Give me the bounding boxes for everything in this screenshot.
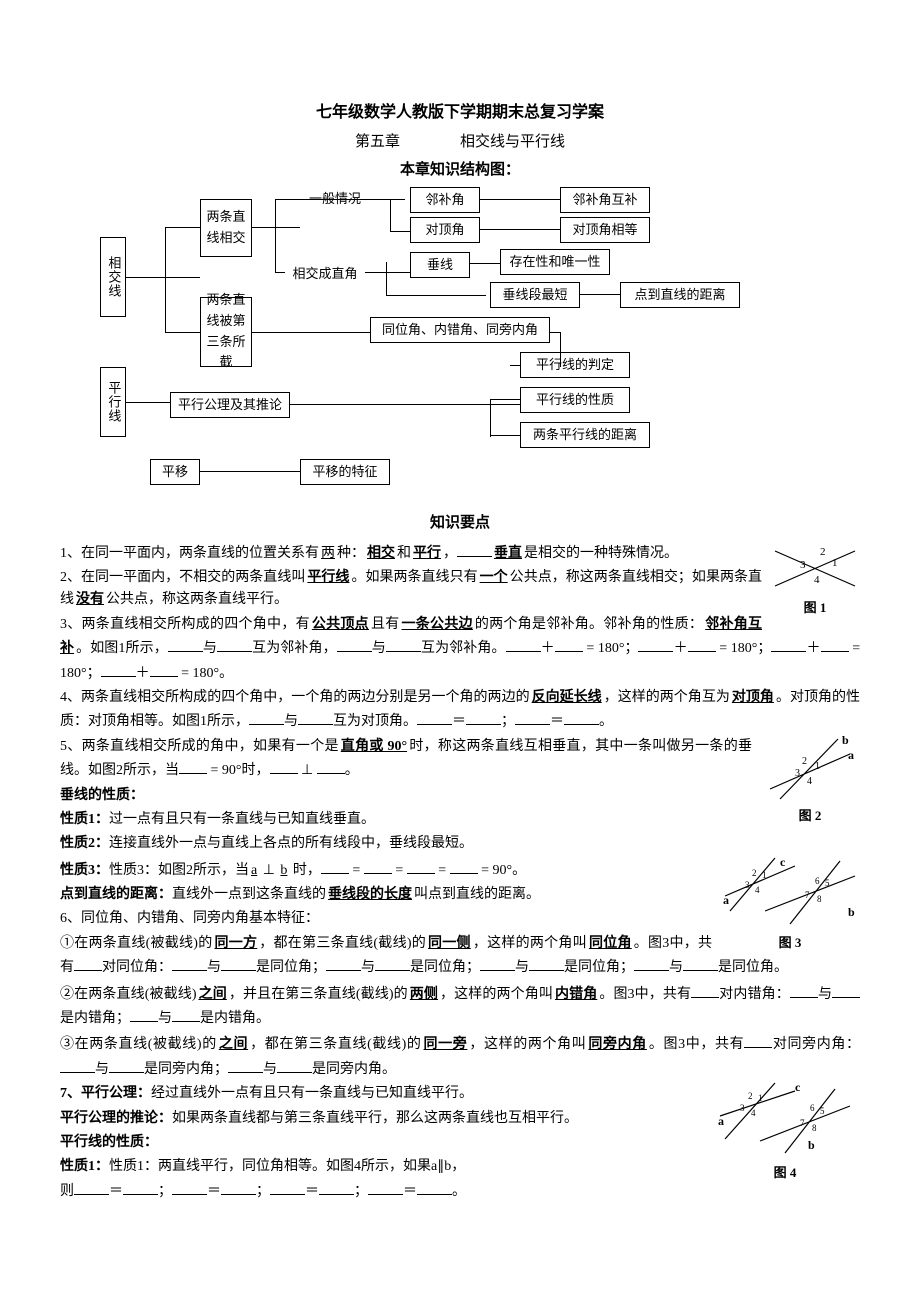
svg-text:4: 4 [751,1108,756,1118]
svg-text:1: 1 [832,557,838,569]
point-3: 3、两条直线相交所构成的四个角中，有公共顶点且有一条公共边的两个角是邻补角。邻补… [60,614,860,685]
svg-text:2: 2 [752,868,757,878]
svg-text:4: 4 [814,574,820,586]
node-corresponding: 同位角、内错角、同旁内角 [370,317,550,344]
fig3-label: 图 3 [720,933,860,954]
node-two-intersect: 两条直线相交 [200,199,252,257]
fig1-label: 图 1 [770,598,860,619]
fig2-label: 图 2 [760,806,860,827]
knowledge-header: 知识要点 [60,511,860,535]
svg-text:3: 3 [740,1103,745,1113]
node-two-cut: 两条直线被第三条所截 [200,297,252,367]
svg-text:8: 8 [817,894,822,904]
svg-text:6: 6 [815,876,820,886]
node-adjacent: 邻补角 [410,187,480,214]
node-vertical-angle: 对顶角 [410,217,480,244]
node-judgement: 平行线的判定 [520,352,630,379]
figure-3: c a b 21 34 65 78 图 3 [720,856,860,954]
node-parallel-axiom: 平行公理及其推论 [170,392,290,419]
point-1: 1、在同一平面内，两条直线的位置关系有两种：相交和平行，垂直是相交的一种特殊情况… [60,541,860,565]
perp-title: 垂线的性质： [60,785,860,807]
node-adjacent-sup: 邻补角互补 [560,187,650,214]
node-right-angle: 相交成直角 [285,262,365,287]
svg-text:6: 6 [810,1103,815,1113]
figure-1: 2 1 3 4 图 1 [770,541,860,619]
fig4-label: 图 4 [710,1163,860,1184]
content-body: 2 1 3 4 图 1 1、在同一平面内，两条直线的位置关系有两种：相交和平行，… [60,541,860,1204]
svg-text:2: 2 [802,756,807,767]
structure-diagram: 相交线 平行线 平移 两条直线相交 两条直线被第三条所截 平行公理及其推论 一般… [70,187,870,507]
svg-text:b: b [842,734,849,747]
svg-text:4: 4 [755,885,760,895]
node-perpendicular: 垂线 [410,252,470,279]
svg-text:3: 3 [800,559,806,571]
point-4: 4、两条直线相交所构成的四个角中，一个角的两边分别是另一个角的两边的反向延长线，… [60,687,860,734]
svg-text:7: 7 [800,1118,805,1128]
svg-text:1: 1 [762,870,767,880]
point-2: 2、在同一平面内，不相交的两条直线叫平行线。如果两条直线只有一个公共点，称这两条… [60,567,860,612]
figure-4: c a b 21 34 65 78 图 4 [710,1081,860,1184]
node-shortest: 垂线段最短 [490,282,580,309]
node-parallel: 平行线 [100,367,126,437]
svg-text:1: 1 [758,1093,763,1103]
svg-text:5: 5 [820,1106,825,1116]
node-exist-unique: 存在性和唯一性 [500,249,610,276]
svg-text:3: 3 [745,880,750,890]
perp-2: 性质2：连接直线外一点与直线上各点的所有线段中，垂线段最短。 [60,833,860,855]
svg-text:5: 5 [825,878,830,888]
point-5: 5、两条直线相交所成的角中，如果有一个是直角或 90°时，称这两条直线互相垂直，… [60,736,860,783]
svg-text:a: a [723,893,729,907]
perp-1: 性质1：性质1：过一点有且只有一条直线与已知直线垂直。过一点有且只有一条直线与已… [60,809,860,831]
point-6-2: ②在两条直线(被截线)之间，并且在第三条直线(截线)的两侧，这样的两个角叫内错角… [60,982,860,1031]
svg-text:4: 4 [807,776,812,787]
svg-text:8: 8 [812,1123,817,1133]
svg-text:3: 3 [795,768,800,779]
svg-text:2: 2 [748,1091,753,1101]
node-distance: 点到直线的距离 [620,282,740,309]
point-6-3: ③在两条直线(被截线)的之间，都在第三条直线(截线)的同一旁，这样的两个角叫同旁… [60,1032,860,1081]
svg-text:b: b [848,905,855,919]
svg-text:7: 7 [805,890,810,900]
figure-2: b a 2 1 3 4 图 2 [760,734,860,827]
svg-text:b: b [808,1138,815,1152]
node-two-parallel-dist: 两条平行线的距离 [520,422,650,449]
structure-header: 本章知识结构图： [60,158,860,182]
svg-text:2: 2 [820,546,826,558]
node-translate-feature: 平移的特征 [300,459,390,486]
svg-text:a: a [718,1114,724,1128]
node-intersect: 相交线 [100,237,126,317]
page-title: 七年级数学人教版下学期期末总复习学案 [60,100,860,126]
node-translate: 平移 [150,459,200,486]
svg-text:a: a [848,748,854,762]
svg-text:1: 1 [815,761,820,772]
svg-text:c: c [780,856,786,869]
chapter-title: 第五章 相交线与平行线 [60,130,860,154]
node-vertical-eq: 对顶角相等 [560,217,650,244]
node-property: 平行线的性质 [520,387,630,414]
svg-text:c: c [795,1081,801,1094]
